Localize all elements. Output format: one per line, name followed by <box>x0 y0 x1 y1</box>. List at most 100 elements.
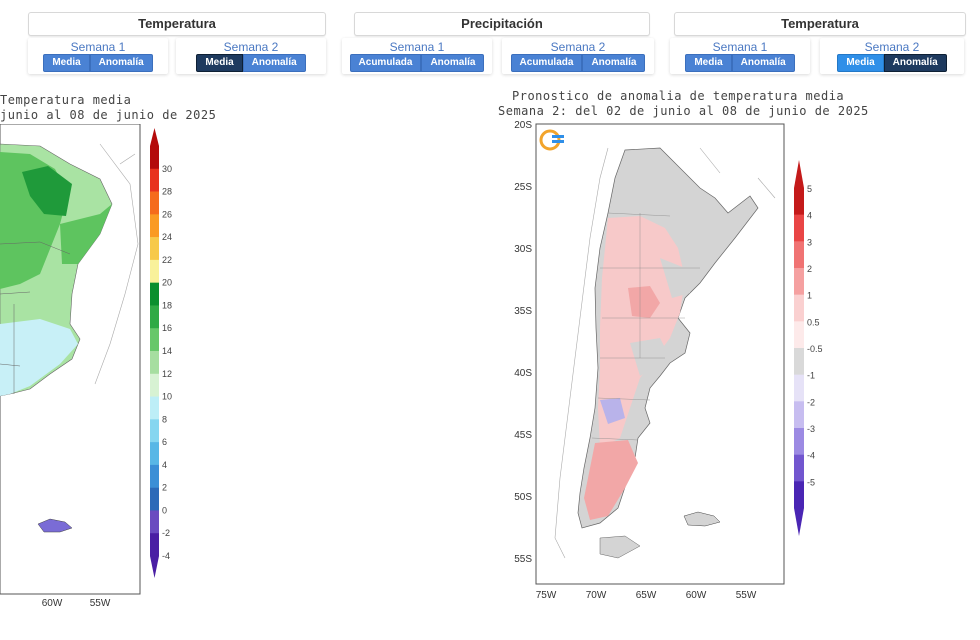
right-map-y-tick: 30S <box>514 244 532 255</box>
right-map-x-tick: 55W <box>736 590 757 601</box>
right-colorbar-segment <box>794 214 804 242</box>
left-map-x-tick: 55W <box>90 598 111 609</box>
right-colorbar-segment <box>794 374 804 402</box>
anomalia-button[interactable]: Anomalía <box>731 54 795 72</box>
left-colorbar-segment <box>150 259 159 283</box>
left-colorbar-segment <box>150 328 159 352</box>
right-map-x-tick: 75W <box>536 590 557 601</box>
right-map-y-tick: 40S <box>514 368 532 379</box>
right-colorbar-label: 2 <box>807 264 812 274</box>
left-colorbar-segment <box>150 533 159 557</box>
left-map-title: Temperatura media <box>0 93 132 107</box>
left-colorbar-segment <box>150 168 159 192</box>
right-colorbar-segment <box>794 241 804 269</box>
right-colorbar-segment <box>794 188 804 215</box>
left-colorbar-label: 14 <box>162 346 172 356</box>
media-button[interactable]: Media <box>196 54 243 72</box>
left-colorbar-segment <box>150 351 159 375</box>
anomalia-button[interactable]: Anomalía <box>89 54 153 72</box>
left-map-islands <box>37 518 73 533</box>
left-colorbar-label: 20 <box>162 278 172 288</box>
control-group-temperatura-1: Temperatura Semana 1 Media Anomalía Sema… <box>0 8 330 74</box>
group-title: Temperatura <box>28 12 326 36</box>
left-colorbar-segment <box>150 282 159 306</box>
right-colorbar-label: 5 <box>807 184 812 194</box>
week-card-semana-1: Semana 1 Acumulada Anomalía <box>342 38 492 74</box>
right-colorbar-label: -3 <box>807 424 815 434</box>
left-colorbar-segment <box>150 214 159 238</box>
left-colorbar-label: 24 <box>162 232 172 242</box>
right-colorbar-label: -5 <box>807 477 815 487</box>
right-map-x-tick: 60W <box>686 590 707 601</box>
anomalia-button[interactable]: Anomalía <box>242 54 306 72</box>
left-colorbar-label: 12 <box>162 369 172 379</box>
left-colorbar-segment <box>150 237 159 261</box>
left-colorbar-label: -4 <box>162 551 170 561</box>
left-colorbar-label: 22 <box>162 255 172 265</box>
right-map-y-tick: 20S <box>514 120 532 131</box>
right-colorbar-segment <box>794 454 804 482</box>
left-colorbar-segment <box>150 464 159 488</box>
acumulada-button[interactable]: Acumulada <box>510 54 583 72</box>
right-colorbar-label: 3 <box>807 237 812 247</box>
right-map-x-tick: 70W <box>586 590 607 601</box>
week-label: Semana 2 <box>223 40 279 54</box>
right-colorbar-label: -0.5 <box>807 344 823 354</box>
right-colorbar-segment <box>794 481 804 509</box>
right-map-islands <box>683 511 721 527</box>
left-colorbar-label: 18 <box>162 300 172 310</box>
right-map-coast <box>554 147 776 559</box>
right-map-tierra-del-fuego <box>599 535 641 559</box>
left-map-region-green-east <box>60 204 112 264</box>
left-colorbar-label: 4 <box>162 460 167 470</box>
week-card-semana-2: Semana 2 Acumulada Anomalía <box>502 38 654 74</box>
right-colorbar-label: -4 <box>807 451 815 461</box>
left-colorbar-bottom-arrow <box>150 556 159 578</box>
week-card-semana-1: Semana 1 Media Anomalía <box>28 38 168 74</box>
left-colorbar-label: 30 <box>162 164 172 174</box>
left-map-subtitle: junio al 08 de junio de 2025 <box>0 108 217 122</box>
right-map-x-tick: 65W <box>636 590 657 601</box>
right-colorbar-label: 1 <box>807 291 812 301</box>
left-colorbar-label: 0 <box>162 505 167 515</box>
right-colorbar-label: 0.5 <box>807 317 820 327</box>
group-title: Temperatura <box>674 12 966 36</box>
left-colorbar-segment <box>150 373 159 397</box>
left-map-region-dark-green <box>22 166 72 216</box>
left-colorbar-segment <box>150 487 159 511</box>
group-title: Precipitación <box>354 12 650 36</box>
week-card-semana-1: Semana 1 Media Anomalía <box>670 38 810 74</box>
left-colorbar-label: 2 <box>162 483 167 493</box>
right-map-region-pink <box>598 216 685 448</box>
media-button[interactable]: Media <box>685 54 732 72</box>
right-map-y-tick: 25S <box>514 182 532 193</box>
left-map-region-cyan <box>0 319 78 396</box>
right-colorbar-bottom-arrow <box>794 508 804 536</box>
right-map-y-tick: 50S <box>514 492 532 503</box>
anomalia-button[interactable]: Anomalía <box>883 54 947 72</box>
week-label: Semana 1 <box>712 40 768 54</box>
right-map: 20S 25S 30S 35S 40S 45S 50S 55S 75W 70W 65W 60W 55W… <box>514 120 823 601</box>
right-map-region-lavender <box>600 398 625 424</box>
anomalia-button[interactable]: Anomalía <box>421 54 485 72</box>
media-button[interactable]: Media <box>837 54 884 72</box>
left-colorbar-label: 8 <box>162 414 167 424</box>
right-map-region-salmon-1 <box>628 286 660 318</box>
week-label: Semana 2 <box>550 40 606 54</box>
right-colorbar-segment <box>794 268 804 295</box>
left-map-border <box>0 241 71 394</box>
right-colorbar-segment <box>794 401 804 429</box>
anomalia-button[interactable]: Anomalía <box>582 54 646 72</box>
right-map-title: Pronostico de anomalia de temperatura me… <box>512 89 845 103</box>
week-label: Semana 2 <box>864 40 920 54</box>
right-colorbar-segment <box>794 294 804 322</box>
media-button[interactable]: Media <box>43 54 90 72</box>
left-colorbar-label: 10 <box>162 392 172 402</box>
right-colorbar-top-arrow <box>794 160 804 188</box>
right-colorbar-segment <box>794 348 804 375</box>
week-label: Semana 1 <box>70 40 126 54</box>
right-map-provinces <box>591 212 700 441</box>
left-colorbar-segment <box>150 305 159 329</box>
left-colorbar-segment <box>150 396 159 420</box>
acumulada-button[interactable]: Acumulada <box>349 54 422 72</box>
